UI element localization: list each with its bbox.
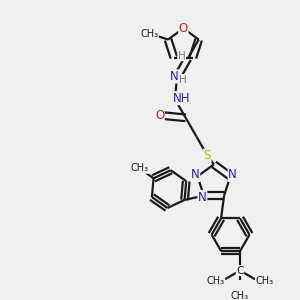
Text: N: N (170, 70, 178, 83)
Text: O: O (155, 109, 164, 122)
Text: NH: NH (173, 92, 190, 105)
Text: CH₃: CH₃ (140, 29, 158, 39)
Text: CH₃: CH₃ (130, 164, 148, 173)
Text: CH₃: CH₃ (231, 292, 249, 300)
Text: S: S (204, 149, 211, 162)
Text: C: C (236, 266, 244, 276)
Text: H: H (179, 74, 187, 85)
Text: CH₃: CH₃ (206, 276, 225, 286)
Text: N: N (228, 168, 237, 182)
Text: O: O (179, 22, 188, 35)
Text: H: H (178, 51, 186, 61)
Text: N: N (198, 190, 207, 203)
Text: N: N (191, 168, 200, 182)
Text: CH₃: CH₃ (255, 276, 274, 286)
